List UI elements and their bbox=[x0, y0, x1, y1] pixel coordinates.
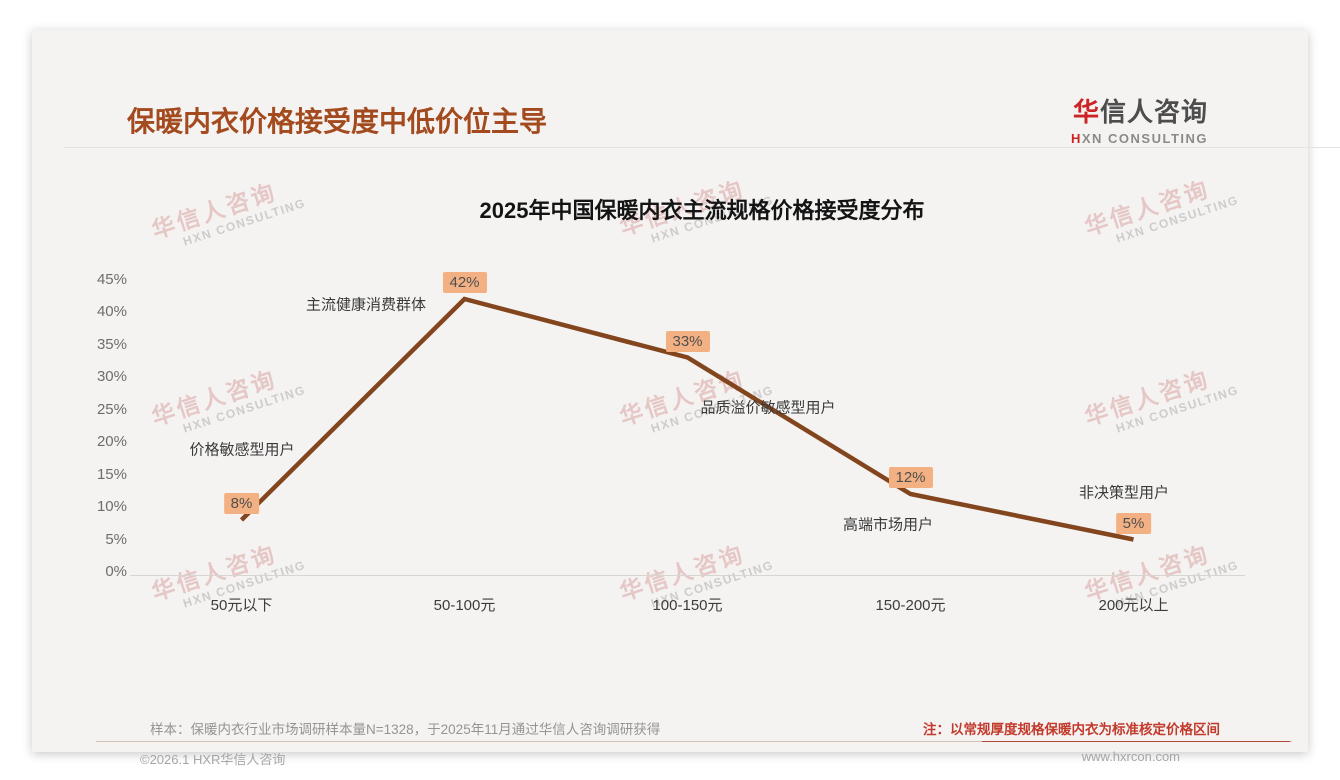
copyright-text: ©2026.1 HXR华信人咨询 bbox=[140, 752, 286, 767]
sample-note: 样本：保暖内衣行业市场调研样本量N=1328，于2025年11月通过华信人咨询调… bbox=[150, 722, 661, 737]
annotation-label: 高端市场用户 bbox=[842, 516, 934, 534]
brand-logo-chinese: 华信人咨询 bbox=[1071, 92, 1208, 129]
y-axis-tick-label: 45% bbox=[96, 270, 127, 288]
x-axis-category-label: 50-100元 bbox=[433, 597, 496, 614]
brand-logo: 华信人咨询 HXN CONSULTING bbox=[1071, 92, 1208, 146]
data-point-label: 8% bbox=[223, 493, 260, 514]
watermark-text-en: HXN CONSULTING bbox=[1114, 382, 1241, 436]
watermark-text-cn: 华信人咨询 bbox=[616, 365, 749, 431]
watermark: 华信人咨询 HXN CONSULTING bbox=[1080, 352, 1241, 443]
annotation-label: 品质溢价敏感型用户 bbox=[700, 399, 836, 417]
page-title: 保暖内衣价格接受度中低价位主导 bbox=[127, 106, 548, 137]
data-point-label: 5% bbox=[1115, 512, 1152, 534]
website-link: www.hxrcon.com bbox=[1081, 749, 1180, 764]
watermark-text-en: HXN CONSULTING bbox=[181, 382, 308, 436]
x-axis-category-label: 200元以上 bbox=[1098, 597, 1169, 614]
x-axis-line bbox=[130, 575, 1245, 576]
header-divider bbox=[64, 147, 1340, 148]
y-axis-tick-label: 10% bbox=[96, 498, 127, 515]
y-axis-tick-label: 20% bbox=[96, 433, 127, 450]
x-axis-category-label: 100-150元 bbox=[652, 597, 723, 614]
y-axis-tick-label: 5% bbox=[105, 530, 127, 548]
footer-divider bbox=[96, 741, 1292, 742]
brand-logo-cn-text: 信人咨询 bbox=[1099, 97, 1208, 127]
price-note: 注：以常规厚度规格保暖内衣为标准核定价格区间 bbox=[923, 722, 1220, 737]
brand-logo-en-accent: H bbox=[1070, 131, 1082, 146]
brand-logo-cn-accent: 华 bbox=[1072, 97, 1100, 127]
annotation-label: 价格敏感型用户 bbox=[189, 441, 295, 459]
data-point-label: 12% bbox=[888, 467, 933, 488]
footer-divider-red-segment bbox=[982, 741, 1290, 742]
y-axis-tick-label: 0% bbox=[105, 563, 127, 580]
watermark-text-cn: 华信人咨询 bbox=[1081, 365, 1214, 431]
watermark-text-cn: 华信人咨询 bbox=[148, 365, 281, 431]
slide-card: 华信人咨询 HXN CONSULTING 华信人咨询 HXN CONSULTING 华信… bbox=[32, 30, 1340, 767]
y-axis-tick-label: 40% bbox=[96, 303, 127, 320]
annotation-label: 非决策型用户 bbox=[1078, 484, 1170, 502]
x-axis-category-label: 50元以下 bbox=[210, 597, 273, 614]
data-point-label: 33% bbox=[665, 330, 710, 352]
brand-logo-english: HXN CONSULTING bbox=[1071, 131, 1208, 146]
y-axis-tick-label: 25% bbox=[96, 400, 127, 418]
y-axis-tick-label: 15% bbox=[96, 465, 127, 483]
brand-logo-en-text: XN CONSULTING bbox=[1081, 131, 1208, 146]
watermark: 华信人咨询 HXN CONSULTING bbox=[147, 352, 308, 443]
y-axis-tick-label: 30% bbox=[96, 368, 127, 385]
chart-title: 2025年中国保暖内衣主流规格价格接受度分布 bbox=[479, 198, 925, 223]
x-axis-category-label: 150-200元 bbox=[875, 597, 946, 614]
y-axis-tick-label: 35% bbox=[96, 335, 127, 353]
data-point-label: 42% bbox=[442, 272, 487, 293]
annotation-label: 主流健康消费群体 bbox=[305, 296, 427, 314]
